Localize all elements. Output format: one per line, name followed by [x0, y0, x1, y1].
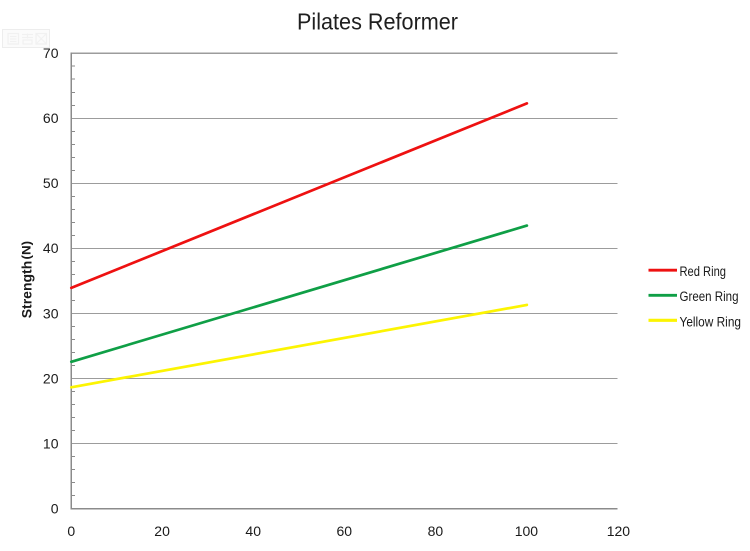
svg-text:Yellow Ring: Yellow Ring: [680, 314, 742, 329]
svg-text:30: 30: [43, 305, 59, 321]
svg-text:20: 20: [154, 523, 170, 539]
svg-text:10: 10: [43, 435, 59, 451]
svg-text:60: 60: [337, 523, 353, 539]
svg-text:40: 40: [245, 523, 261, 539]
svg-text:0: 0: [51, 501, 59, 517]
svg-text:100: 100: [515, 523, 539, 539]
svg-text:60: 60: [43, 110, 59, 126]
svg-text:Green Ring: Green Ring: [680, 289, 739, 304]
svg-text:Pilates Reformer: Pilates Reformer: [297, 9, 458, 35]
svg-text:Red Ring: Red Ring: [680, 264, 727, 279]
svg-text:40: 40: [43, 240, 59, 256]
svg-text:120: 120: [607, 523, 631, 539]
svg-text:50: 50: [43, 175, 59, 191]
svg-text:70: 70: [43, 45, 59, 61]
svg-text:80: 80: [428, 523, 444, 539]
svg-text:0: 0: [67, 523, 75, 539]
svg-text:Strength: Strength: [19, 261, 35, 319]
svg-text:20: 20: [43, 370, 59, 386]
svg-text:(N): (N): [22, 241, 34, 260]
